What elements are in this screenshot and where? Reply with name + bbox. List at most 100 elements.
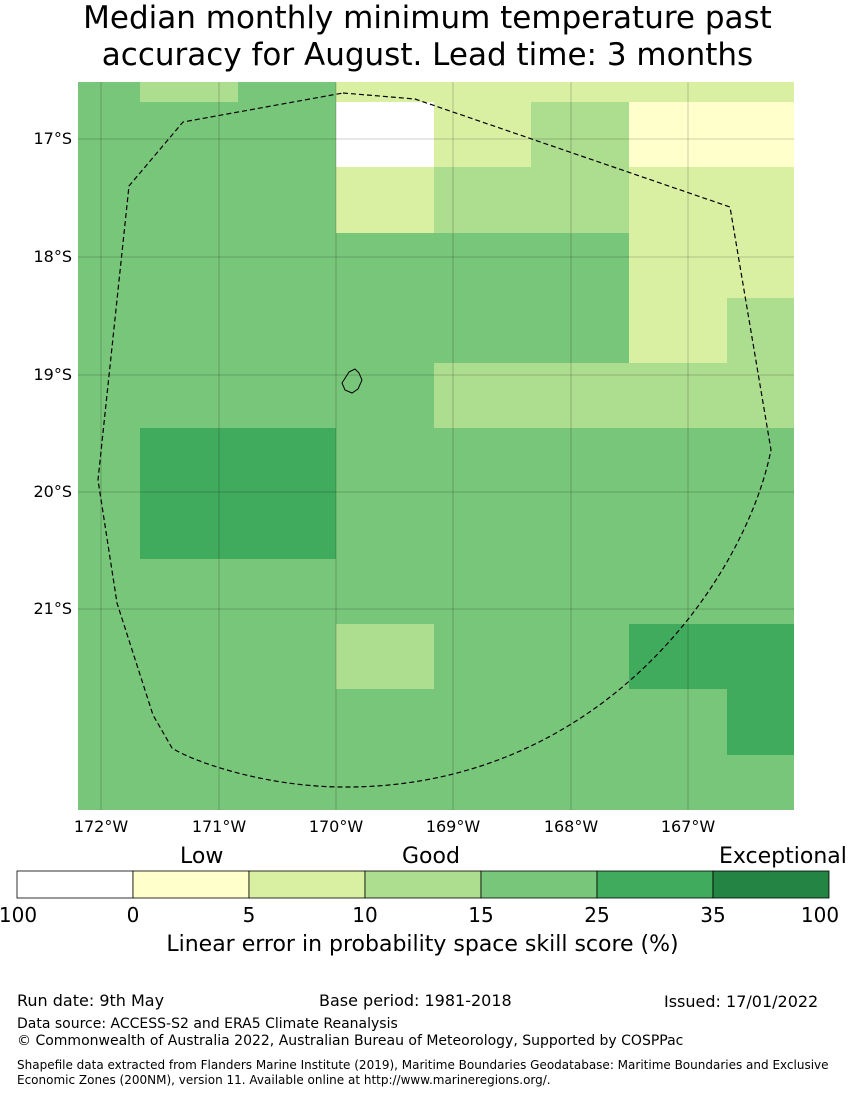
colorbar-swatch	[364, 870, 482, 899]
skill-cell	[531, 167, 629, 233]
skill-cell	[434, 494, 531, 559]
skill-cell	[238, 82, 336, 102]
skill-cell	[78, 624, 140, 689]
colorbar	[16, 870, 830, 899]
run-date: Run date: 9th May	[17, 991, 165, 1010]
skill-cell	[531, 494, 629, 559]
skill-cell	[78, 82, 140, 102]
lon-label-168w: 168°W	[543, 817, 599, 836]
skill-cell	[78, 233, 140, 298]
skill-cell	[336, 689, 434, 755]
skill-cell	[140, 494, 238, 559]
skill-cell	[531, 428, 629, 494]
skill-cell	[78, 102, 140, 167]
lon-label-172w: 172°W	[73, 817, 129, 836]
skill-grid	[78, 82, 794, 810]
skill-cell	[238, 167, 336, 233]
skill-cell	[434, 102, 531, 167]
skill-cell	[727, 624, 794, 689]
legend-tick: 100	[800, 903, 840, 927]
legend-tick: 10	[352, 903, 378, 927]
lon-label-169w: 169°W	[425, 817, 481, 836]
skill-cell	[336, 559, 434, 624]
skill-cell	[238, 755, 336, 810]
skill-cell	[238, 689, 336, 755]
title-line-2: accuracy for August. Lead time: 3 months	[101, 37, 754, 73]
skill-cell	[727, 755, 794, 810]
skill-cell	[238, 102, 336, 167]
skill-cell	[336, 102, 434, 167]
skill-cell	[434, 233, 531, 298]
legend-tick: 35	[700, 903, 726, 927]
lat-label-20s: 20°S	[33, 482, 72, 501]
skill-cell	[727, 363, 794, 428]
skill-cell	[727, 689, 794, 755]
skill-cell	[531, 363, 629, 428]
colorbar-swatch	[16, 870, 134, 899]
skill-cell	[531, 233, 629, 298]
skill-cell	[727, 494, 794, 559]
skill-cell	[629, 102, 727, 167]
skill-cell	[140, 298, 238, 363]
skill-cell	[629, 755, 727, 810]
skill-cell	[238, 559, 336, 624]
skill-cell	[727, 82, 794, 102]
skill-cell	[336, 233, 434, 298]
skill-cell	[78, 559, 140, 624]
skill-cell	[629, 298, 727, 363]
copyright: © Commonwealth of Australia 2022, Austra…	[17, 1033, 684, 1049]
graticule	[78, 82, 794, 810]
legend-tick: 15	[468, 903, 494, 927]
skill-cell	[336, 167, 434, 233]
shapefile-credit: Shapefile data extracted from Flanders M…	[17, 1058, 829, 1087]
title-line-1: Median monthly minimum temperature past	[83, 0, 772, 36]
colorbar-swatch	[712, 870, 830, 899]
data-source: Data source: ACCESS-S2 and ERA5 Climate …	[17, 1016, 398, 1032]
skill-cell	[434, 624, 531, 689]
colorbar-swatch	[596, 870, 714, 899]
skill-cell	[727, 102, 794, 167]
skill-cell	[238, 624, 336, 689]
legend-tick: 100	[0, 903, 38, 927]
skill-cell	[434, 167, 531, 233]
skill-cell	[238, 428, 336, 494]
skill-cell	[629, 559, 727, 624]
skill-cell	[78, 428, 140, 494]
skill-cell	[531, 689, 629, 755]
skill-cell	[336, 363, 434, 428]
skill-cell	[140, 689, 238, 755]
skill-cell	[629, 494, 727, 559]
legend-category-exceptional: Exceptional	[719, 844, 847, 869]
legend-tick: 25	[584, 903, 610, 927]
skill-cell	[434, 689, 531, 755]
skill-cell	[78, 755, 140, 810]
skill-cell	[727, 167, 794, 233]
skill-cell	[434, 363, 531, 428]
lat-label-17s: 17°S	[33, 129, 72, 148]
skill-cell	[531, 298, 629, 363]
lon-label-171w: 171°W	[191, 817, 247, 836]
base-period: Base period: 1981-2018	[319, 991, 512, 1010]
skill-cell	[727, 428, 794, 494]
skill-cell	[336, 755, 434, 810]
skill-cell	[629, 689, 727, 755]
skill-cell	[629, 428, 727, 494]
skill-cell	[434, 82, 531, 102]
skill-cell	[140, 624, 238, 689]
skill-cell	[629, 82, 727, 102]
colorbar-swatch	[480, 870, 598, 899]
skill-cell	[629, 624, 727, 689]
skill-cell	[140, 559, 238, 624]
skill-cell	[336, 428, 434, 494]
skill-cell	[531, 559, 629, 624]
issued-date: Issued: 17/01/2022	[664, 992, 819, 1011]
skill-cell	[434, 298, 531, 363]
colorbar-swatch	[248, 870, 366, 899]
legend-tick: 5	[242, 903, 256, 927]
skill-cell	[336, 82, 434, 102]
skill-cell	[727, 559, 794, 624]
skill-cell	[140, 82, 238, 102]
lon-label-167w: 167°W	[660, 817, 716, 836]
skill-cell	[140, 102, 238, 167]
lat-label-21s: 21°S	[33, 599, 72, 618]
